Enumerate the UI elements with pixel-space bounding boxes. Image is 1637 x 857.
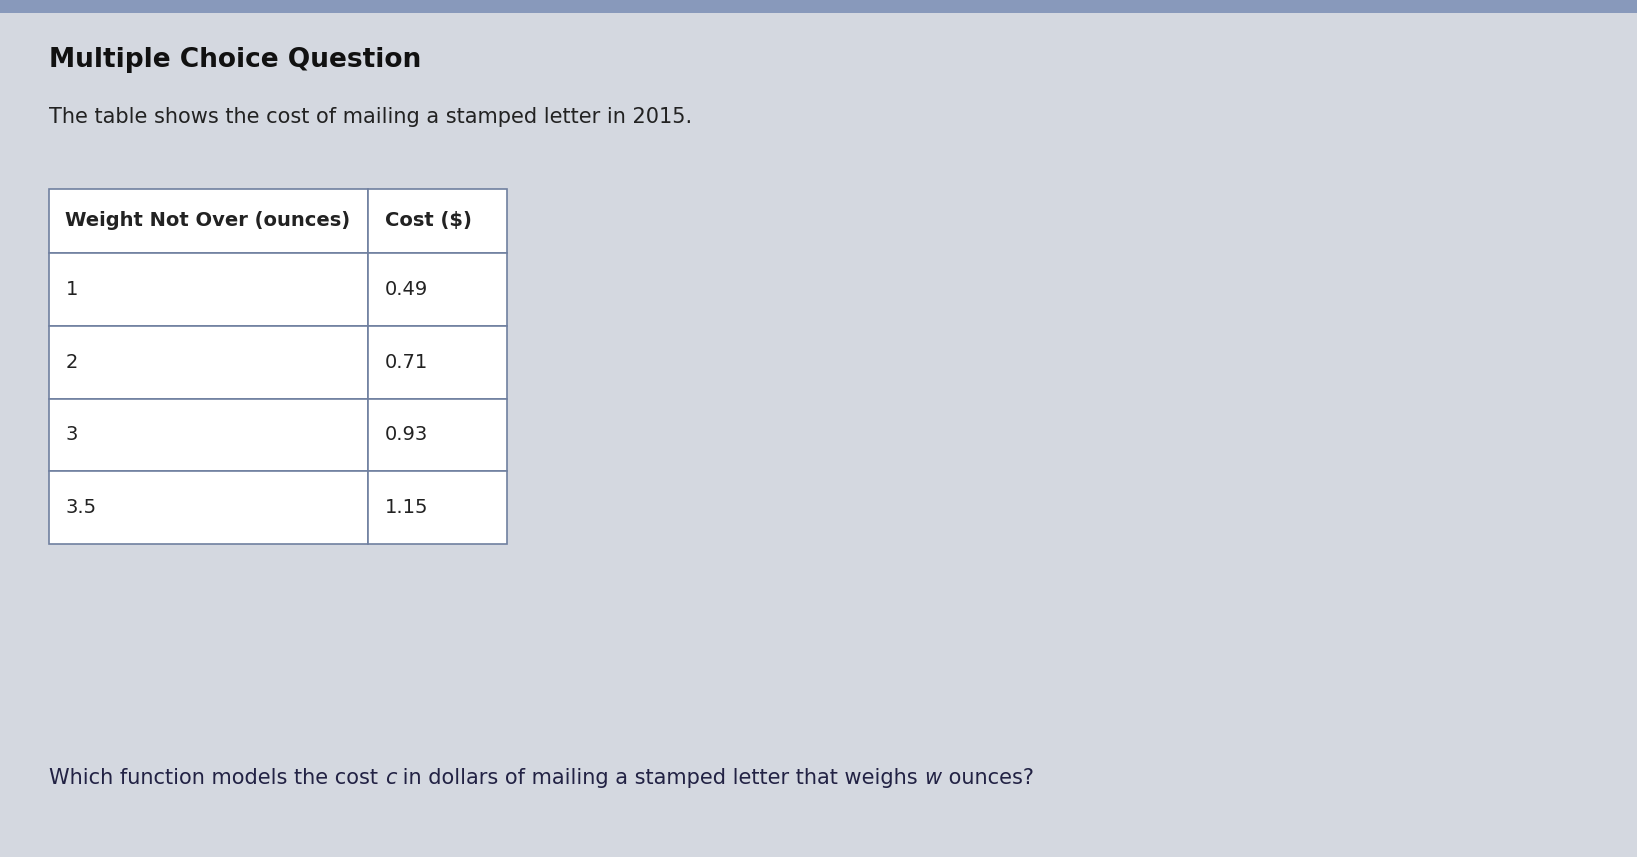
Text: 2: 2: [65, 352, 79, 372]
Text: 3.5: 3.5: [65, 498, 97, 518]
Text: Weight Not Over (ounces): Weight Not Over (ounces): [65, 211, 350, 231]
Bar: [368, 471, 507, 544]
Text: 0.49: 0.49: [385, 279, 427, 299]
Text: 1.15: 1.15: [385, 498, 429, 518]
Bar: [368, 399, 507, 471]
Text: The table shows the cost of mailing a stamped letter in 2015.: The table shows the cost of mailing a st…: [49, 107, 692, 127]
Text: w: w: [925, 768, 941, 788]
Bar: [368, 253, 507, 326]
Bar: [49, 253, 368, 326]
Text: 0.93: 0.93: [385, 425, 427, 445]
Bar: [49, 399, 368, 471]
Text: Which function models the cost: Which function models the cost: [49, 768, 385, 788]
Text: c: c: [385, 768, 396, 788]
Text: 0.71: 0.71: [385, 352, 427, 372]
Text: 1: 1: [65, 279, 79, 299]
Bar: [49, 471, 368, 544]
Text: Cost ($): Cost ($): [385, 211, 471, 231]
Bar: [368, 326, 507, 399]
Text: in dollars of mailing a stamped letter that weighs: in dollars of mailing a stamped letter t…: [396, 768, 925, 788]
Bar: [49, 189, 368, 253]
Text: Multiple Choice Question: Multiple Choice Question: [49, 47, 421, 73]
Bar: [368, 189, 507, 253]
Text: ounces?: ounces?: [941, 768, 1033, 788]
Text: 3: 3: [65, 425, 79, 445]
Bar: [49, 326, 368, 399]
Bar: [0, 0, 1637, 13]
